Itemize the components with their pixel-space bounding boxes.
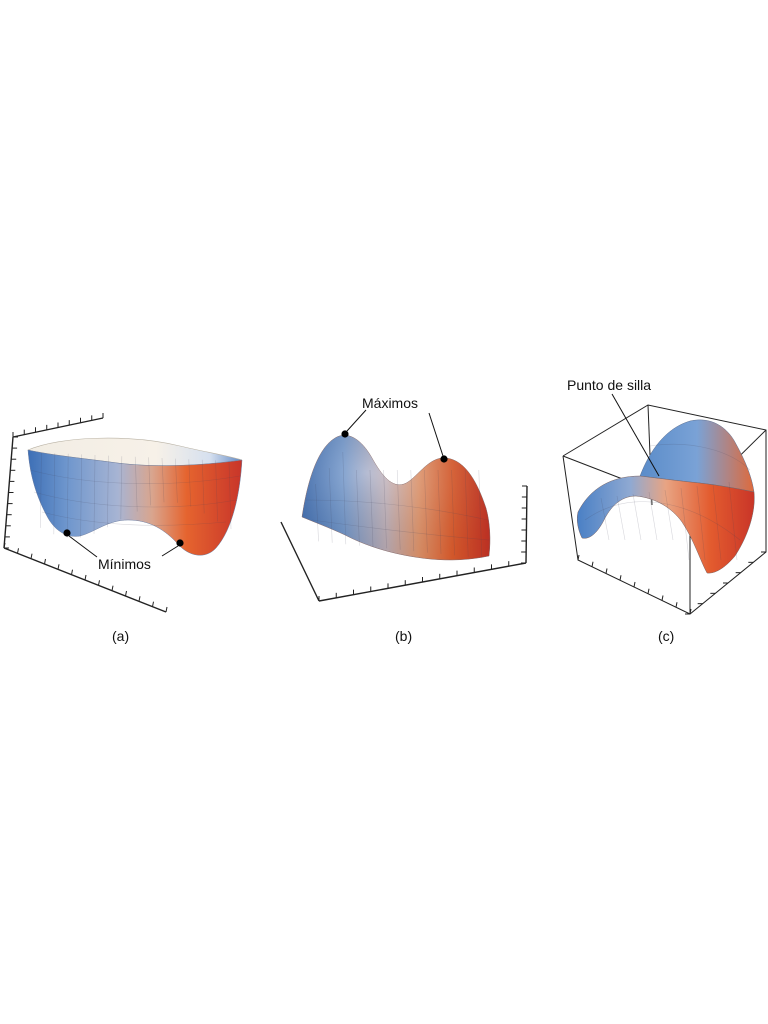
surface-grid-line — [161, 457, 165, 503]
panel-b-axes — [280, 485, 528, 602]
surface-c-front — [576, 475, 755, 574]
panel-a-axes — [3, 413, 168, 613]
surface-grid-line — [188, 459, 192, 507]
surface-grid-line — [464, 469, 469, 557]
axis-tick — [111, 585, 114, 591]
axis-tick — [57, 564, 60, 570]
axis-tick — [675, 602, 678, 608]
panel-b: Máximos (b) — [280, 395, 528, 644]
surface-grid-line — [396, 469, 401, 550]
surface-grid-line — [424, 469, 428, 553]
surface-grid-line — [584, 501, 741, 541]
axis-tick — [71, 569, 73, 575]
axis-tick — [633, 581, 636, 588]
surface-grid-line — [369, 469, 374, 548]
axis-tick — [577, 554, 580, 561]
surface-grid-line — [712, 483, 722, 561]
panel-c: Punto de silla (c) — [562, 377, 767, 644]
axis-tick — [3, 542, 6, 549]
surface-grid-line — [148, 457, 151, 506]
maximum-leader-right — [428, 412, 444, 457]
axis-tick — [138, 596, 141, 602]
surface-grid-line — [40, 452, 42, 528]
surface-grid-line — [66, 453, 69, 538]
surface-grid-line — [120, 456, 123, 520]
surface-grid-line — [342, 451, 347, 545]
minimum-leader-left — [68, 535, 98, 558]
surface-grid-line — [680, 487, 690, 561]
surface-grid-line — [315, 483, 319, 542]
punto-de-silla-label: Punto de silla — [567, 377, 651, 393]
surface-grid-line — [93, 454, 96, 534]
axis-tick — [125, 590, 127, 597]
maximos-label: Máximos — [362, 395, 418, 411]
caption-b: (b) — [395, 628, 412, 644]
panel-c-surface — [576, 419, 755, 574]
surface-grid-line — [41, 511, 227, 526]
surface-grid-line — [600, 497, 610, 541]
axis-tick — [165, 606, 168, 613]
axis-tick — [84, 574, 87, 581]
axis-tick — [661, 595, 664, 601]
surface-grid-line — [215, 460, 218, 522]
surface-grid-line — [728, 481, 738, 561]
surface-grid-line — [175, 458, 178, 503]
surface-grid-line — [616, 495, 626, 541]
surface-grid-line — [33, 491, 237, 508]
axis-tick — [605, 568, 608, 574]
maximum-point-right — [440, 455, 448, 463]
minimos-label: Mínimos — [98, 556, 151, 572]
caption-c: (c) — [658, 628, 674, 644]
surface-grid-line — [664, 489, 674, 541]
surface-grid-line — [29, 469, 241, 484]
axis-tick — [647, 588, 650, 594]
surface-grid-line — [228, 460, 232, 530]
surface-grid-line — [410, 469, 415, 552]
surface-grid-line — [696, 485, 706, 561]
panel-a-surface — [27, 437, 243, 556]
axis-tick — [619, 575, 622, 581]
axis-tick — [152, 601, 154, 607]
surface-grid-line — [305, 499, 489, 521]
minimum-leader-right — [161, 545, 179, 557]
minimum-point-right — [176, 539, 184, 547]
panel-b-surface — [301, 434, 491, 561]
caption-a: (a) — [112, 628, 129, 644]
surface-grid-line — [478, 469, 483, 559]
surface-grid-line — [437, 469, 442, 555]
axis-tick — [17, 548, 19, 554]
surface-grid-line — [649, 443, 751, 471]
surface-grid-line — [201, 459, 205, 514]
surface-grid-line — [356, 469, 360, 546]
axis-tick — [30, 553, 33, 559]
surface-grid-line — [632, 493, 642, 541]
surface-grid-line — [328, 467, 333, 543]
surface-grid-line — [53, 453, 56, 535]
maximum-point-left — [341, 430, 349, 438]
axis-tick — [44, 558, 46, 565]
surface-a-wall — [27, 449, 243, 556]
saddle-leader — [611, 393, 660, 477]
surface-grid-line — [107, 455, 109, 528]
surface-grid-line — [383, 469, 387, 549]
surface-grid-line — [311, 519, 490, 541]
surface-grid-line — [451, 469, 455, 556]
surface-grid-line — [648, 491, 658, 541]
axis-tick — [689, 608, 692, 615]
minimum-point-left — [63, 529, 71, 537]
surface-grid-line — [80, 454, 82, 538]
panel-a: Mínimos (a) — [3, 413, 243, 644]
axis-tick — [98, 580, 100, 586]
axis-tick — [591, 561, 594, 567]
surface-grid-line — [134, 456, 138, 512]
maximum-leader-left — [346, 409, 367, 432]
